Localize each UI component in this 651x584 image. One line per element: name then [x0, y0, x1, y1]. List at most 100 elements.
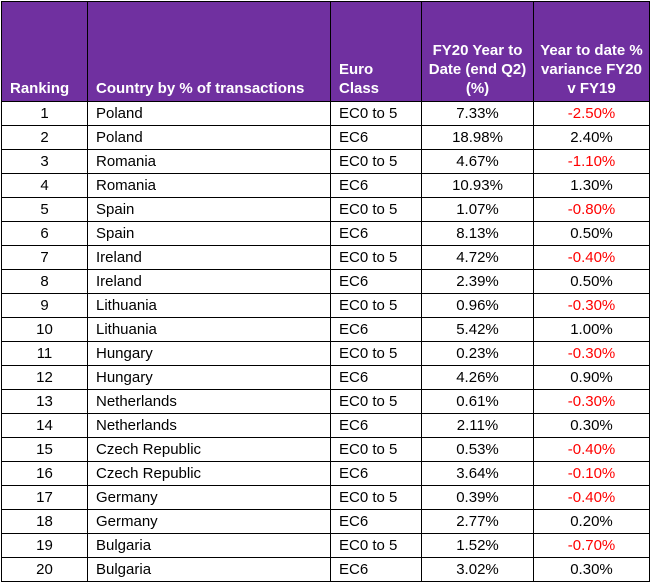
variance-cell: -0.40% — [533, 485, 650, 510]
rank-cell: 7 — [1, 245, 88, 270]
country-cell: Lithuania — [87, 293, 331, 318]
country-cell: Lithuania — [87, 317, 331, 342]
header-country: Country by % of transactions — [87, 1, 331, 102]
euro-class-cell: EC6 — [330, 413, 422, 438]
ytd-cell: 5.42% — [421, 317, 534, 342]
table-row: 14 Netherlands EC6 2.11% 0.30% — [1, 413, 650, 438]
ytd-cell: 3.64% — [421, 461, 534, 486]
variance-cell: 1.30% — [533, 173, 650, 198]
variance-cell: -0.40% — [533, 437, 650, 462]
rank-cell: 19 — [1, 533, 88, 558]
euro-class-cell: EC0 to 5 — [330, 149, 422, 174]
rank-cell: 15 — [1, 437, 88, 462]
table-row: 4 Romania EC6 10.93% 1.30% — [1, 173, 650, 198]
euro-class-cell: EC0 to 5 — [330, 485, 422, 510]
table-row: 12 Hungary EC6 4.26% 0.90% — [1, 365, 650, 390]
euro-class-cell: EC0 to 5 — [330, 101, 422, 126]
variance-cell: 0.20% — [533, 509, 650, 534]
variance-cell: -0.30% — [533, 341, 650, 366]
table-row: 10 Lithuania EC6 5.42% 1.00% — [1, 317, 650, 342]
rank-cell: 2 — [1, 125, 88, 150]
country-cell: Spain — [87, 197, 331, 222]
euro-class-cell: EC6 — [330, 221, 422, 246]
euro-class-cell: EC0 to 5 — [330, 197, 422, 222]
variance-cell: -0.80% — [533, 197, 650, 222]
variance-cell: 0.50% — [533, 269, 650, 294]
euro-class-cell: EC6 — [330, 173, 422, 198]
ytd-cell: 0.96% — [421, 293, 534, 318]
table-row: 17 Germany EC0 to 5 0.39% -0.40% — [1, 485, 650, 510]
ytd-cell: 1.07% — [421, 197, 534, 222]
variance-cell: -0.70% — [533, 533, 650, 558]
table-row: 3 Romania EC0 to 5 4.67% -1.10% — [1, 149, 650, 174]
ytd-cell: 0.53% — [421, 437, 534, 462]
euro-class-cell: EC0 to 5 — [330, 245, 422, 270]
table-row: 5 Spain EC0 to 5 1.07% -0.80% — [1, 197, 650, 222]
rank-cell: 11 — [1, 341, 88, 366]
euro-class-cell: EC0 to 5 — [330, 389, 422, 414]
rank-cell: 8 — [1, 269, 88, 294]
ytd-cell: 7.33% — [421, 101, 534, 126]
ytd-cell: 0.23% — [421, 341, 534, 366]
header-variance: Year to date % variance FY20 v FY19 — [533, 1, 650, 102]
country-cell: Czech Republic — [87, 461, 331, 486]
rank-cell: 9 — [1, 293, 88, 318]
ytd-cell: 2.39% — [421, 269, 534, 294]
euro-class-cell: EC0 to 5 — [330, 341, 422, 366]
table-row: 11 Hungary EC0 to 5 0.23% -0.30% — [1, 341, 650, 366]
variance-cell: -0.30% — [533, 293, 650, 318]
table-row: 6 Spain EC6 8.13% 0.50% — [1, 221, 650, 246]
variance-cell: -1.10% — [533, 149, 650, 174]
country-cell: Ireland — [87, 269, 331, 294]
variance-cell: 2.40% — [533, 125, 650, 150]
ytd-cell: 4.26% — [421, 365, 534, 390]
ytd-cell: 0.61% — [421, 389, 534, 414]
table-row: 7 Ireland EC0 to 5 4.72% -0.40% — [1, 245, 650, 270]
rank-cell: 4 — [1, 173, 88, 198]
rank-cell: 16 — [1, 461, 88, 486]
ytd-cell: 8.13% — [421, 221, 534, 246]
euro-class-cell: EC6 — [330, 269, 422, 294]
rank-cell: 1 — [1, 101, 88, 126]
country-cell: Hungary — [87, 341, 331, 366]
rank-cell: 17 — [1, 485, 88, 510]
variance-cell: -0.40% — [533, 245, 650, 270]
variance-cell: -2.50% — [533, 101, 650, 126]
euro-class-cell: EC6 — [330, 557, 422, 582]
rank-cell: 10 — [1, 317, 88, 342]
ytd-cell: 3.02% — [421, 557, 534, 582]
euro-class-cell: EC0 to 5 — [330, 437, 422, 462]
ytd-cell: 18.98% — [421, 125, 534, 150]
header-row: Ranking Country by % of transactions Eur… — [1, 1, 650, 102]
table-row: 1 Poland EC0 to 5 7.33% -2.50% — [1, 101, 650, 126]
euro-class-cell: EC0 to 5 — [330, 293, 422, 318]
country-cell: Hungary — [87, 365, 331, 390]
rank-cell: 20 — [1, 557, 88, 582]
country-cell: Czech Republic — [87, 437, 331, 462]
variance-cell: 0.90% — [533, 365, 650, 390]
rank-cell: 18 — [1, 509, 88, 534]
country-cell: Germany — [87, 485, 331, 510]
country-cell: Romania — [87, 149, 331, 174]
rank-cell: 14 — [1, 413, 88, 438]
rank-cell: 13 — [1, 389, 88, 414]
country-cell: Poland — [87, 101, 331, 126]
country-cell: Netherlands — [87, 389, 331, 414]
table-row: 16 Czech Republic EC6 3.64% -0.10% — [1, 461, 650, 486]
header-euro-class: Euro Class — [330, 1, 422, 102]
table-row: 9 Lithuania EC0 to 5 0.96% -0.30% — [1, 293, 650, 318]
variance-cell: 0.30% — [533, 557, 650, 582]
ytd-cell: 4.67% — [421, 149, 534, 174]
country-cell: Germany — [87, 509, 331, 534]
table-row: 8 Ireland EC6 2.39% 0.50% — [1, 269, 650, 294]
table-row: 19 Bulgaria EC0 to 5 1.52% -0.70% — [1, 533, 650, 558]
variance-cell: -0.30% — [533, 389, 650, 414]
rank-cell: 6 — [1, 221, 88, 246]
ytd-cell: 2.11% — [421, 413, 534, 438]
variance-cell: -0.10% — [533, 461, 650, 486]
variance-cell: 0.50% — [533, 221, 650, 246]
ytd-cell: 2.77% — [421, 509, 534, 534]
rank-cell: 12 — [1, 365, 88, 390]
ytd-cell: 4.72% — [421, 245, 534, 270]
country-cell: Romania — [87, 173, 331, 198]
